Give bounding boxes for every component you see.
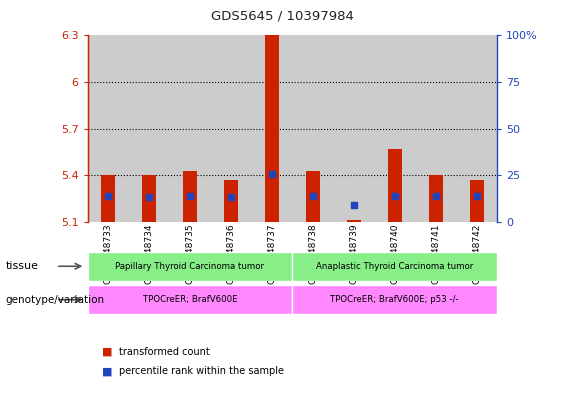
Text: ■: ■ (102, 366, 112, 376)
Bar (429, 175, 443, 222)
Bar (88, 252, 293, 281)
Text: Papillary Thyroid Carcinoma tumor: Papillary Thyroid Carcinoma tumor (115, 262, 264, 271)
Bar (170, 35, 210, 222)
Point (349, 202, 358, 208)
Text: genotype/variation: genotype/variation (6, 295, 105, 305)
Bar (347, 220, 361, 222)
Bar (374, 35, 415, 222)
Text: TPOCreER; BrafV600E; p53 -/-: TPOCreER; BrafV600E; p53 -/- (331, 295, 459, 304)
Point (472, 193, 481, 199)
Text: Anaplastic Thyroid Carcinoma tumor: Anaplastic Thyroid Carcinoma tumor (316, 262, 473, 271)
Bar (101, 175, 115, 222)
Point (185, 193, 194, 199)
Bar (142, 175, 156, 222)
Text: transformed count: transformed count (119, 347, 210, 357)
Bar (293, 35, 333, 222)
Bar (306, 171, 320, 222)
Bar (129, 35, 170, 222)
Text: ■: ■ (102, 347, 112, 357)
Text: TPOCreER; BrafV600E: TPOCreER; BrafV600E (143, 295, 237, 304)
Text: percentile rank within the sample: percentile rank within the sample (119, 366, 284, 376)
Bar (88, 285, 293, 314)
Point (267, 171, 276, 177)
Bar (251, 35, 293, 222)
Bar (457, 35, 497, 222)
Point (145, 194, 154, 200)
Bar (293, 252, 497, 281)
Bar (183, 171, 197, 222)
Bar (415, 35, 457, 222)
Bar (211, 35, 251, 222)
Point (390, 193, 399, 199)
Bar (388, 149, 402, 222)
Text: tissue: tissue (6, 261, 38, 271)
Point (227, 194, 236, 200)
Bar (470, 180, 484, 222)
Point (103, 193, 112, 199)
Bar (265, 35, 279, 222)
Bar (88, 35, 129, 222)
Bar (333, 35, 374, 222)
Bar (293, 285, 497, 314)
Point (431, 193, 440, 199)
Text: GDS5645 / 10397984: GDS5645 / 10397984 (211, 10, 354, 23)
Bar (224, 180, 238, 222)
Point (308, 193, 318, 199)
